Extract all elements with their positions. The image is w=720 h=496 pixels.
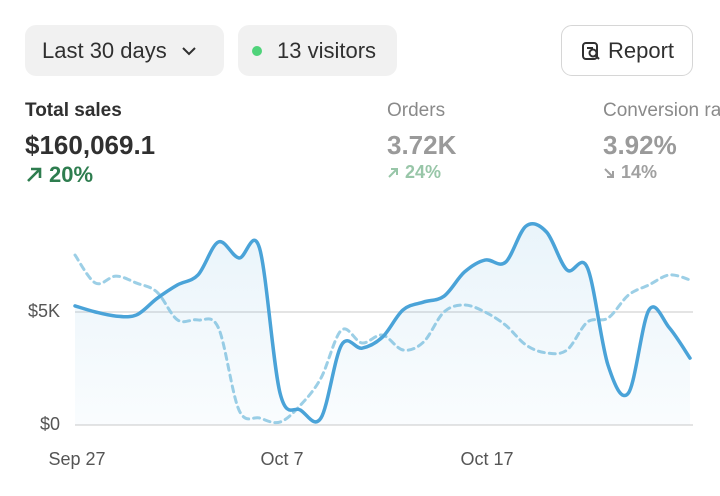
up-arrow xyxy=(388,167,398,178)
change-value: 20% xyxy=(49,162,94,187)
report-button[interactable]: Report xyxy=(561,25,693,76)
metric-value: 3.92% xyxy=(603,130,677,160)
visitors-label: 13 visitors xyxy=(277,37,377,63)
visitors-button[interactable]: 13 visitors xyxy=(238,25,397,76)
metric-value: $160,069.1 xyxy=(25,130,156,160)
report-icon xyxy=(582,41,600,60)
chart: $0 $5K Sep 27 Oct 7 Oct 17 xyxy=(28,222,693,469)
area xyxy=(75,223,690,425)
metric-value: 3.72K xyxy=(387,130,457,160)
metric-change: 20% xyxy=(25,162,155,188)
metric: Orders 3.72K 24% xyxy=(387,100,456,183)
x-tick-label: Oct 17 xyxy=(460,449,513,469)
range-button[interactable]: Last 30 days xyxy=(25,25,224,76)
metric-change: 24% xyxy=(387,162,456,183)
metric-label: Orders xyxy=(387,100,446,121)
metric: Conversion rate 3.92% 14% xyxy=(603,100,720,183)
metric-change: 14% xyxy=(603,162,720,183)
metric: Total sales $160,069.1 20% xyxy=(25,100,155,188)
x-tick-label: Sep 27 xyxy=(48,449,105,469)
change-value: 14% xyxy=(621,162,658,182)
metric-label: Conversion rate xyxy=(603,100,720,121)
down-arrow xyxy=(604,167,614,178)
report-label: Report xyxy=(608,37,675,63)
line xyxy=(73,222,692,424)
chevron-icon xyxy=(182,46,196,55)
metric-label: Total sales xyxy=(25,100,122,121)
live-dot xyxy=(252,45,262,56)
range-label: Last 30 days xyxy=(42,37,167,63)
x-tick-label: Oct 7 xyxy=(260,449,303,469)
y-tick-label: $0 xyxy=(40,414,60,434)
y-tick-label: $5K xyxy=(28,301,60,321)
up-arrow xyxy=(27,167,42,182)
change-value: 24% xyxy=(405,162,442,182)
